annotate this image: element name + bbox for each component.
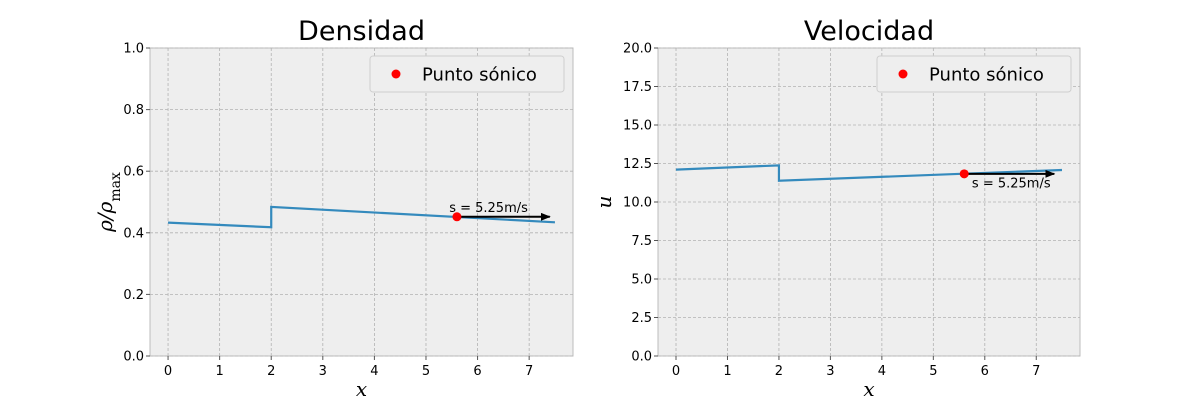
legend-frame [369, 55, 565, 93]
series-line [675, 164, 1063, 182]
x-tick-label: 7 [1032, 364, 1040, 379]
sonic-point-marker [452, 212, 462, 222]
y-axis-label-subscript: max [108, 172, 124, 202]
y-tick-label: 0.8 [123, 103, 144, 118]
chart-panel-1: 0 1 2 3 4 5 6 7 0.0 0.2 0.4 0.6 0.8 1.0 Densidad x ρ/ρma… [93, 16, 574, 400]
sonic-point-marker [959, 169, 969, 179]
x-tick-label: 0 [164, 364, 172, 379]
x-axis-label: x [863, 377, 874, 400]
y-tick-label: 15.0 [623, 119, 652, 134]
legend: Punto sónico [876, 55, 1072, 93]
x-tick-label: 5 [422, 364, 430, 379]
legend-label: Punto sónico [422, 65, 537, 86]
legend: Punto sónico [369, 55, 565, 93]
x-tick-label: 6 [981, 364, 989, 379]
y-axis-label-main: ρ/ρ [93, 201, 117, 232]
x-tick-label: 5 [929, 364, 937, 379]
y-tick-label: 0.6 [123, 165, 144, 180]
x-tick-label: 4 [370, 364, 378, 379]
y-tick-label: 5.0 [631, 273, 652, 288]
y-tick-label: 0.0 [631, 350, 652, 365]
y-tick-label: 0.4 [123, 226, 144, 241]
y-tick-label: 12.5 [623, 157, 652, 172]
speed-annotation: s = 5.25m/s [972, 176, 1051, 191]
y-tick-label: 1.0 [123, 42, 144, 57]
series-line [168, 205, 556, 229]
chart-panel-2: 0 1 2 3 4 5 6 7 0.0 2.5 5.0 7.5 10.0 12.5 15.0 17.5 20.0… [592, 16, 1081, 400]
x-tick-label: 0 [672, 364, 680, 379]
chart-title: Velocidad [804, 16, 934, 47]
plot-area [149, 47, 574, 357]
legend-label: Punto sónico [929, 65, 1044, 86]
x-tick-label: 2 [775, 364, 783, 379]
legend-marker [898, 69, 908, 79]
y-tick-label: 10.0 [623, 196, 652, 211]
x-tick-label: 1 [215, 364, 223, 379]
y-tick-label: 20.0 [623, 42, 652, 57]
y-tick-label: 2.5 [631, 311, 652, 326]
x-tick-label: 3 [826, 364, 834, 379]
y-axis-label: u [592, 196, 616, 209]
x-tick-label: 7 [525, 364, 533, 379]
x-tick-label: 4 [878, 364, 886, 379]
x-axis-label: x [356, 377, 367, 400]
legend-marker [391, 69, 401, 79]
y-axis-label: ρ/ρmax [93, 172, 124, 233]
y-tick-label: 0.2 [123, 288, 144, 303]
x-tick-label: 2 [267, 364, 275, 379]
x-tick-label: 6 [473, 364, 481, 379]
legend-frame [876, 55, 1072, 93]
y-tick-label: 17.5 [623, 80, 652, 95]
y-tick-label: 0.0 [123, 350, 144, 365]
speed-annotation: s = 5.25m/s [449, 201, 528, 216]
chart-title: Densidad [298, 16, 425, 47]
x-tick-label: 3 [319, 364, 327, 379]
x-tick-label: 1 [723, 364, 731, 379]
y-tick-label: 7.5 [631, 234, 652, 249]
